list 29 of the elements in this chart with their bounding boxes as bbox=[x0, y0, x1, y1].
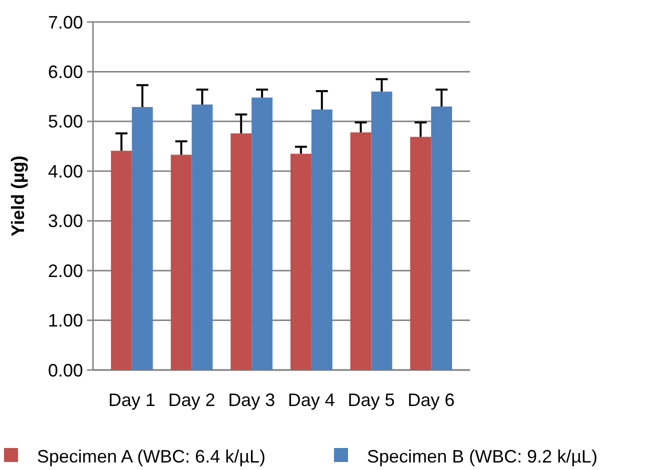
bar bbox=[290, 154, 312, 370]
x-tick-label: Day 3 bbox=[228, 390, 276, 410]
y-tick-label: 0.00 bbox=[48, 360, 83, 380]
y-tick-label: 2.00 bbox=[48, 260, 83, 281]
bar bbox=[192, 104, 213, 370]
y-tick-label: 3.00 bbox=[48, 211, 83, 232]
x-tick-label: Day 6 bbox=[408, 390, 455, 410]
bar bbox=[431, 106, 452, 370]
bar bbox=[230, 133, 252, 370]
x-tick-label: Day 1 bbox=[108, 390, 156, 410]
y-tick-label: 1.00 bbox=[48, 310, 83, 331]
y-tick-label: 5.00 bbox=[48, 112, 83, 132]
bar bbox=[410, 136, 432, 370]
x-tick-label: Day 4 bbox=[288, 390, 335, 410]
bar bbox=[132, 107, 153, 370]
legend-label: Specimen B (WBC: 9.2 k/µL) bbox=[367, 446, 598, 466]
bar bbox=[371, 92, 392, 370]
bar bbox=[311, 109, 332, 370]
y-axis-title: Yield (µg) bbox=[8, 156, 28, 236]
y-tick-label: 6.00 bbox=[48, 62, 83, 82]
legend-label: Specimen A (WBC: 6.4 k/µL) bbox=[37, 446, 266, 466]
x-tick-label: Day 2 bbox=[168, 390, 216, 410]
y-tick-label: 4.00 bbox=[48, 161, 83, 182]
bar bbox=[170, 154, 192, 370]
bar bbox=[252, 98, 273, 370]
bar bbox=[110, 150, 132, 370]
x-tick-label: Day 5 bbox=[348, 390, 395, 410]
y-tick-label: 7.00 bbox=[48, 12, 83, 32]
bar bbox=[350, 132, 372, 370]
